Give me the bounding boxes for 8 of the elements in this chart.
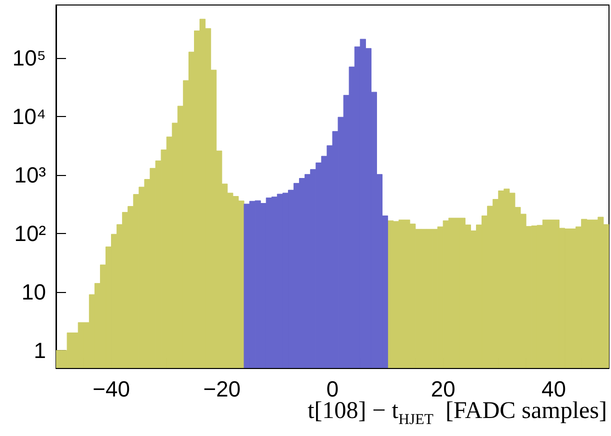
y-tick-label: 10² [14, 220, 46, 246]
y-tick-label: 10⁵ [12, 45, 46, 70]
x-tick-label: −40 [92, 376, 130, 402]
y-tick-label: 10⁴ [12, 104, 46, 129]
y-tick-label: 1 [34, 338, 46, 363]
y-tick-label: 10 [22, 279, 46, 304]
y-tick-label: 10³ [14, 162, 46, 188]
x-tick-label: −20 [203, 376, 241, 402]
